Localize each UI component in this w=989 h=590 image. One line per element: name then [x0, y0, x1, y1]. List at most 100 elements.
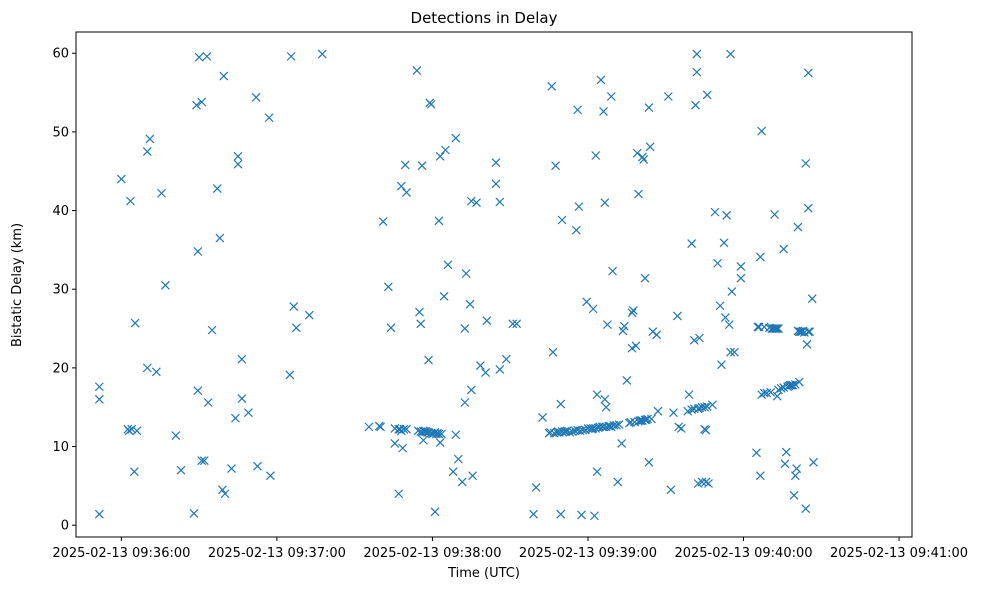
data-point: [780, 459, 790, 469]
data-point: [736, 261, 746, 271]
data-point: [376, 422, 386, 432]
data-point: [285, 370, 295, 380]
data-point: [396, 181, 406, 191]
data-point: [644, 103, 654, 112]
data-point: [237, 354, 247, 364]
data-point: [601, 402, 611, 412]
data-point: [801, 504, 811, 514]
data-point: [790, 379, 800, 389]
data-point: [687, 239, 697, 249]
data-point: [501, 354, 511, 364]
data-point: [451, 133, 461, 143]
data-point: [443, 260, 453, 270]
data-point: [126, 196, 135, 206]
data-point: [94, 382, 104, 392]
data-point: [565, 427, 575, 437]
data-point: [701, 425, 711, 435]
data-point: [435, 151, 445, 161]
x-tick-label: 2025-02-13 09:41:00: [830, 546, 968, 561]
data-point: [161, 280, 170, 290]
data-point: [619, 321, 629, 331]
data-point: [151, 367, 161, 377]
data-point: [94, 509, 104, 519]
data-point: [495, 197, 505, 207]
data-point: [578, 425, 588, 435]
data-point: [700, 402, 710, 412]
data-point: [212, 184, 222, 193]
data-point: [556, 509, 566, 519]
data-point: [755, 252, 765, 262]
data-point: [465, 299, 475, 309]
data-point: [390, 438, 400, 448]
data-point: [416, 319, 426, 329]
data-point: [415, 307, 424, 317]
data-point: [608, 266, 618, 276]
data-point: [736, 273, 746, 283]
data-point: [132, 426, 142, 436]
data-point: [531, 483, 541, 492]
data-point: [702, 401, 712, 411]
data-point: [595, 422, 605, 432]
data-point: [692, 67, 702, 77]
y-axis: 0 10 20 30 40 50 60: [52, 47, 76, 534]
data-point: [289, 302, 299, 311]
data-point: [676, 424, 686, 433]
data-point: [600, 198, 610, 208]
data-point: [613, 477, 623, 487]
data-point: [176, 465, 186, 475]
data-point: [193, 247, 203, 256]
data-point: [770, 324, 780, 333]
data-point: [197, 456, 207, 466]
data-point: [418, 435, 428, 445]
data-point: [548, 347, 558, 357]
data-point: [251, 92, 261, 102]
x-tick-label: 2025-02-13 09:39:00: [519, 546, 657, 561]
data-point: [468, 471, 478, 481]
data-point: [643, 414, 653, 424]
data-point: [590, 511, 599, 521]
data-point: [512, 319, 522, 329]
data-point: [637, 152, 647, 162]
data-point: [400, 160, 410, 170]
data-point: [592, 390, 602, 400]
data-point: [233, 151, 243, 161]
y-tick-label: 50: [52, 125, 69, 140]
x-axis: 2025-02-13 09:36:00 2025-02-13 09:37:00 20…: [52, 537, 968, 561]
data-point: [237, 394, 247, 403]
data-point: [803, 327, 813, 337]
data-point: [557, 215, 567, 225]
data-point: [461, 269, 471, 278]
data-point: [434, 429, 444, 439]
data-point: [304, 310, 314, 320]
data-point: [790, 471, 800, 481]
data-point: [466, 196, 476, 206]
data-point: [193, 386, 203, 396]
data-point: [805, 327, 815, 337]
data-point: [230, 413, 240, 423]
data-point: [697, 477, 707, 487]
data-point: [394, 489, 404, 499]
data-point: [435, 438, 445, 448]
data-point: [124, 426, 134, 436]
data-point: [663, 92, 673, 101]
data-point: [802, 339, 812, 349]
data-point: [130, 318, 140, 328]
data-point: [647, 414, 656, 424]
data-point: [713, 258, 723, 268]
data-point: [460, 324, 470, 333]
data-point: [781, 447, 791, 457]
data-point: [631, 341, 641, 351]
data-point: [227, 464, 236, 473]
data-point: [491, 158, 501, 168]
data-point: [588, 304, 598, 314]
data-point: [755, 471, 765, 481]
data-point: [617, 438, 627, 448]
x-tick-label: 2025-02-13 09:38:00: [363, 546, 501, 561]
y-tick-label: 10: [52, 440, 69, 455]
data-point: [491, 179, 501, 189]
y-axis-label: Bistatic Delay (km): [10, 223, 25, 347]
x-tick-label: 2025-02-13 09:40:00: [674, 546, 812, 561]
x-axis-label: Time (UTC): [447, 566, 520, 581]
data-point: [766, 387, 776, 397]
data-point: [757, 126, 767, 136]
